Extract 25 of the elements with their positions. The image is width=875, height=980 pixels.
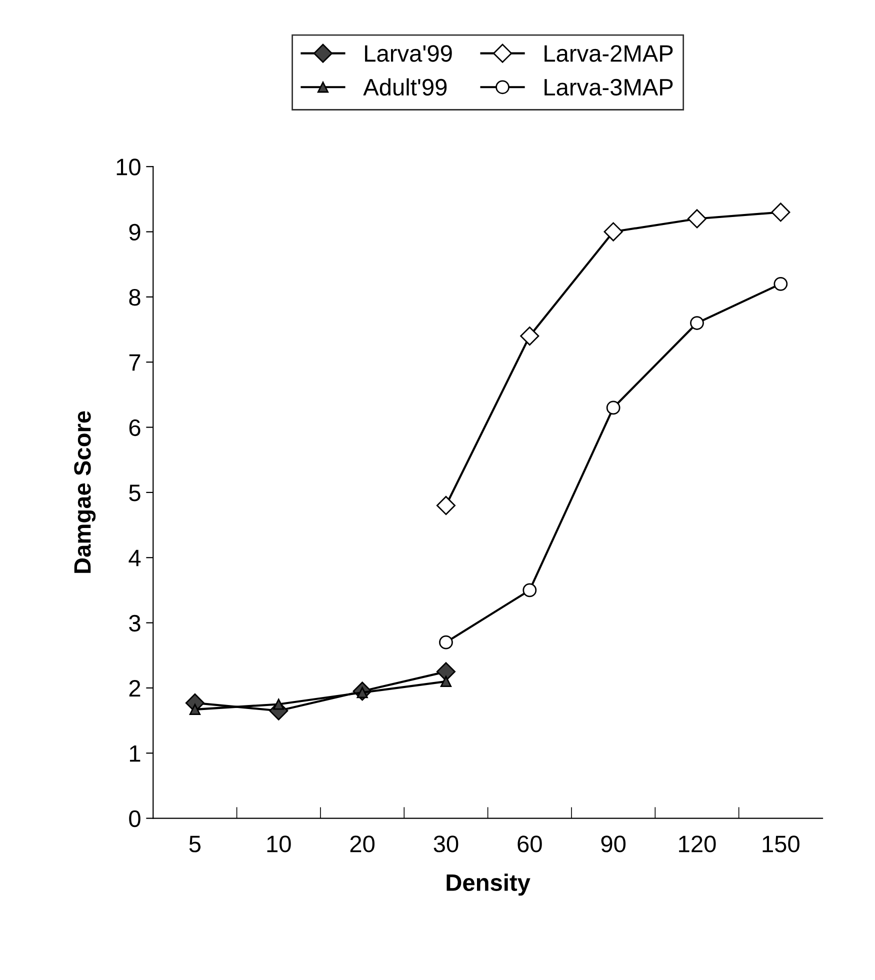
x-tick-label: 120	[679, 836, 716, 852]
y-tick-label: 6	[129, 419, 140, 436]
x-tick-label: 20	[350, 836, 375, 852]
y-axis-title: Damgae Score	[74, 411, 96, 573]
x-tick-label: 60	[518, 836, 542, 852]
y-tick-label: 0	[129, 810, 140, 828]
y-tick-label: 1	[130, 745, 140, 762]
x-tick-label: 150	[762, 836, 800, 852]
x-tick-label: 5	[189, 836, 201, 852]
y-tick-label: 3	[129, 614, 140, 632]
y-tick-label: 10	[116, 158, 140, 176]
y-tick-label: 2	[129, 680, 140, 697]
legend-label: Larva-2MAP	[544, 45, 673, 62]
x-tick-label: 30	[434, 836, 458, 852]
y-tick-label: 4	[128, 550, 141, 566]
x-tick-label: 90	[601, 836, 626, 852]
legend-label: Adult'99	[363, 78, 447, 96]
x-tick-label: 10	[267, 836, 291, 852]
x-axis-title: Density	[446, 874, 530, 896]
legend-label: Larva'99	[365, 45, 452, 62]
legend-label: Larva-3MAP	[544, 78, 673, 96]
y-tick-label: 5	[129, 484, 140, 502]
y-tick-label: 8	[129, 289, 140, 306]
y-tick-label: 7	[129, 354, 140, 371]
y-tick-label: 9	[129, 224, 140, 241]
